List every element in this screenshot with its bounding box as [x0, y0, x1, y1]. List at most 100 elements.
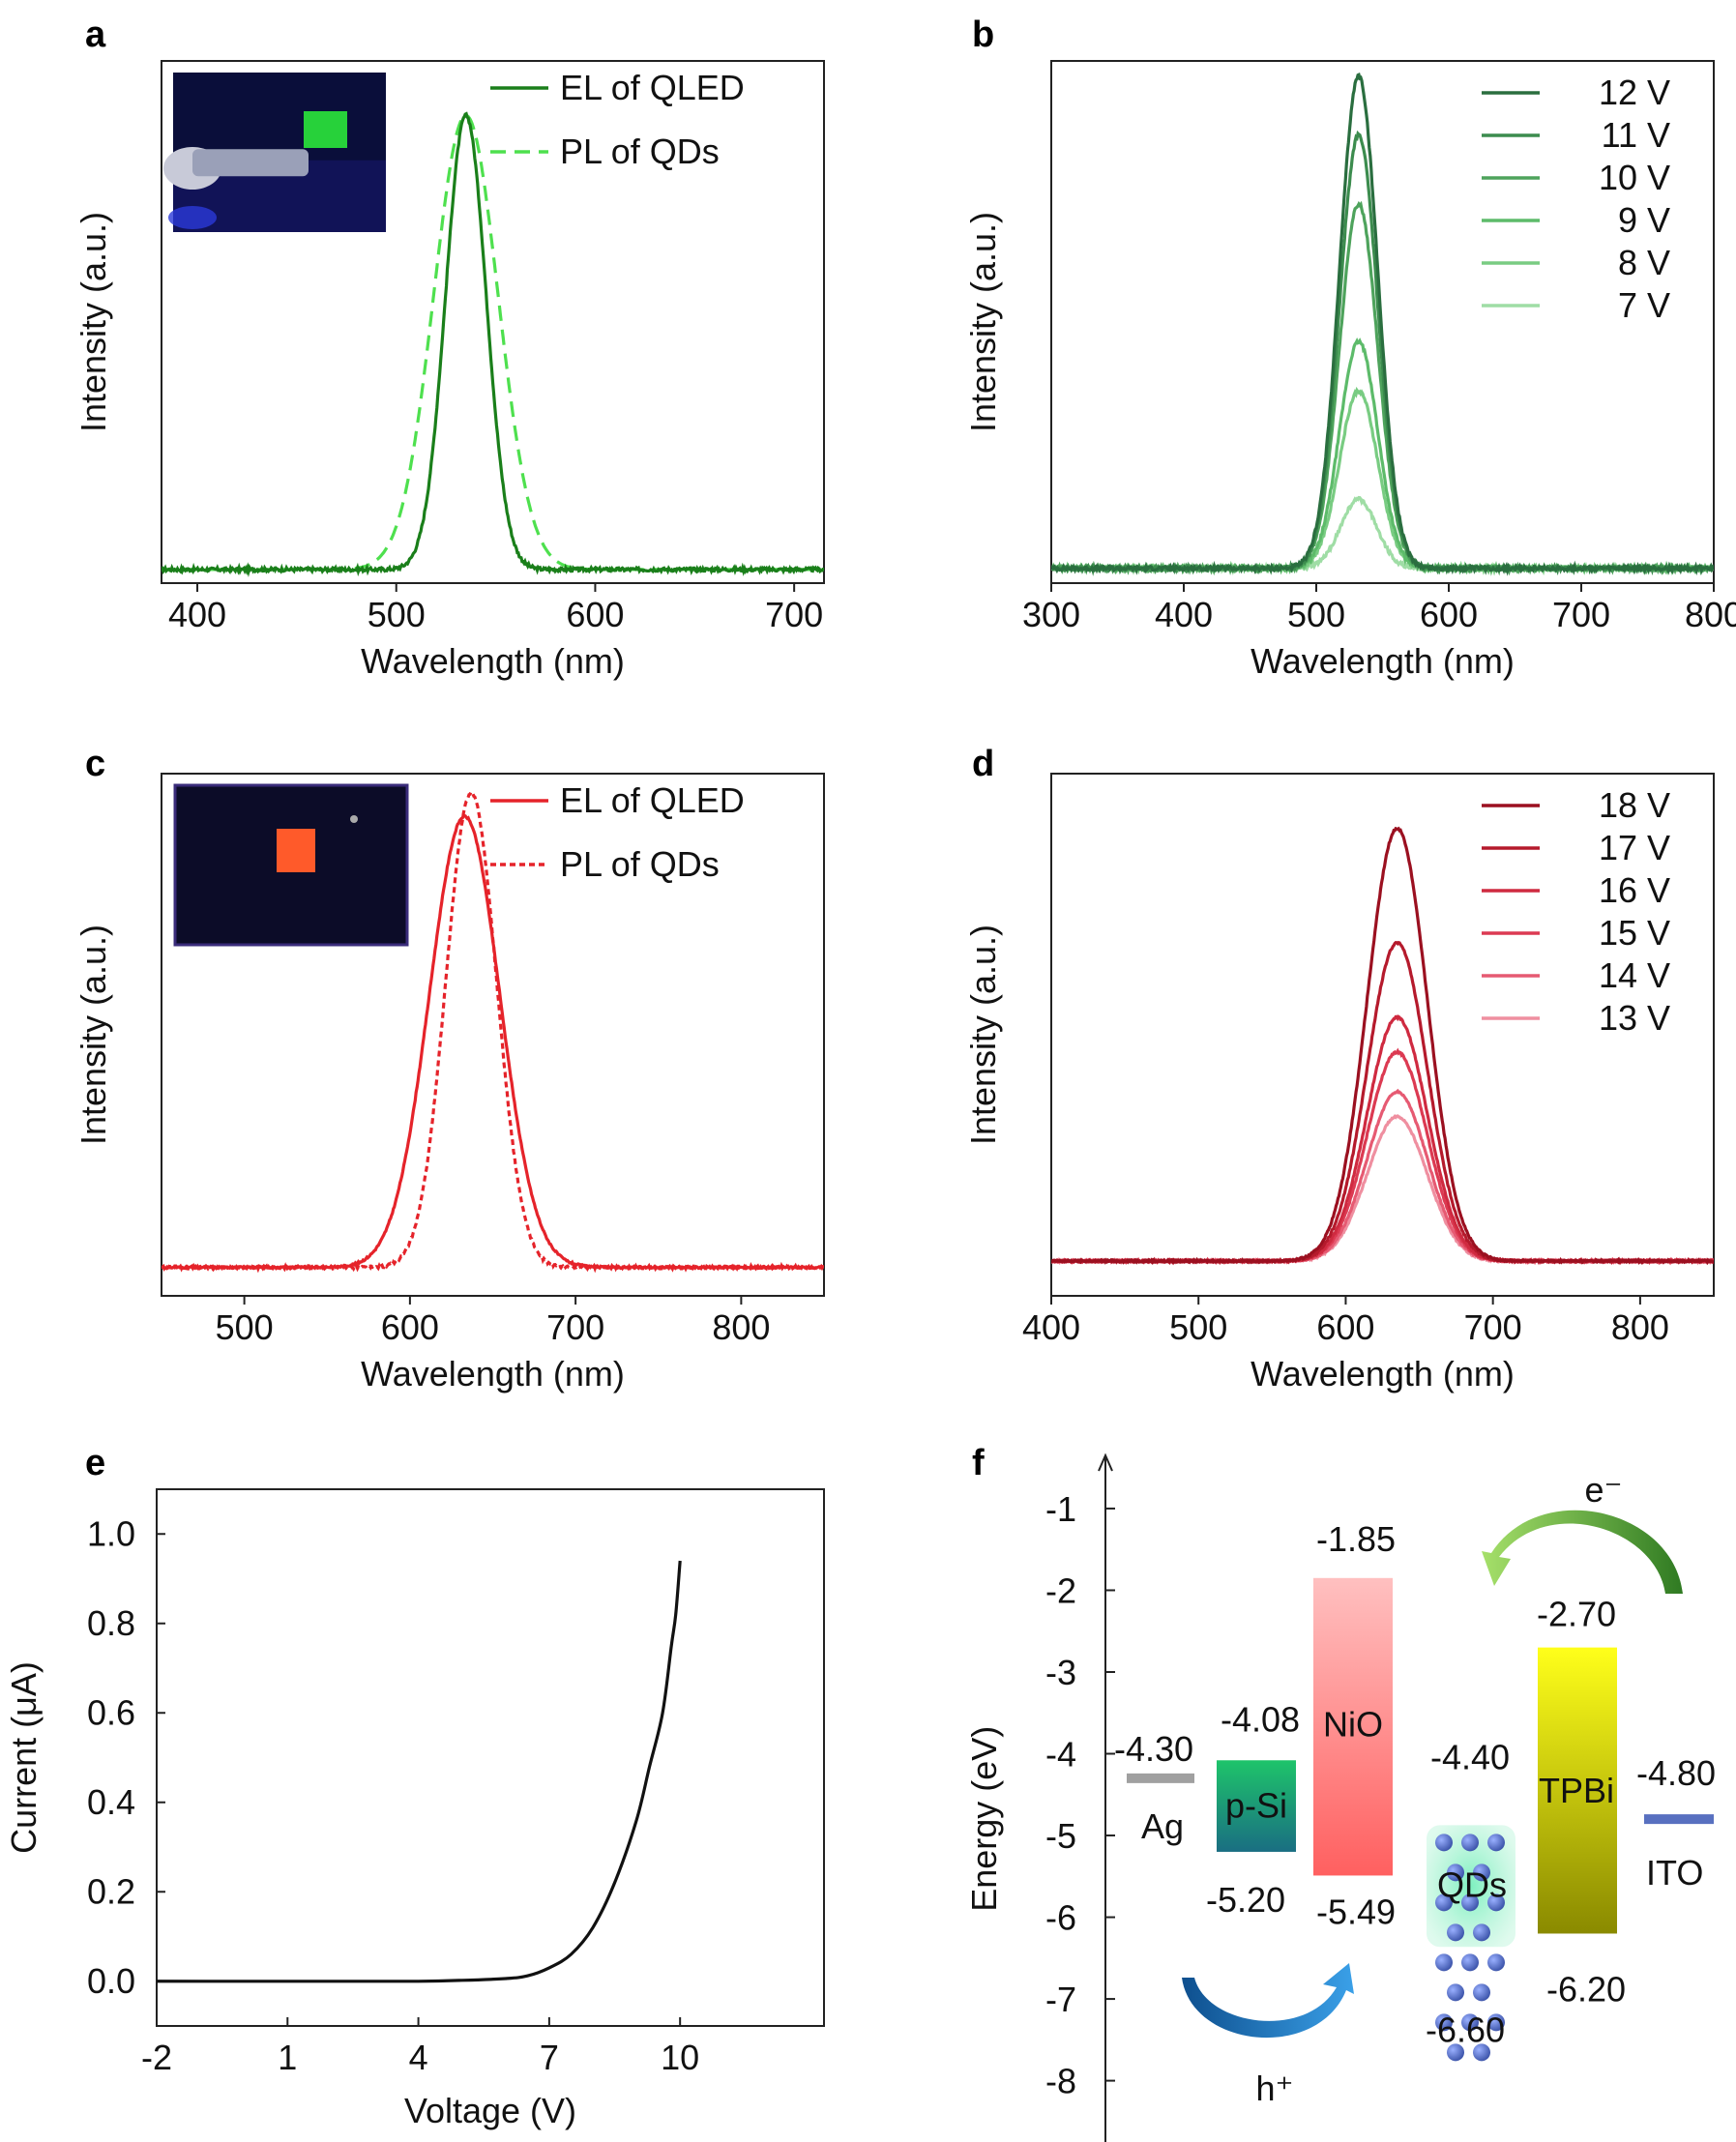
y-tick-label: 0.8 [87, 1603, 135, 1643]
panel-f: f -1 -2 -3 -4 -5 -6 -7 -8 Energy (eV) -4.30 Ag -4.08… [964, 1443, 1716, 2142]
panel-label: e [85, 1443, 105, 1483]
inset-probe-arm [192, 149, 309, 177]
panel-e: e -2 1 4 7 10 0.0 0.2 0.4 0.6 0.8 1.0 Voltage (V) Cur… [4, 1443, 825, 2130]
y-tick-label: -8 [1045, 2062, 1076, 2101]
legend-entry: 15 V [1599, 913, 1670, 953]
hole-label: h⁺ [1255, 2069, 1293, 2108]
inset-glow [277, 829, 315, 872]
tpbi-box [1538, 1647, 1617, 1934]
plot-frame [156, 1488, 825, 2027]
x-tick-label: 800 [712, 1307, 770, 1347]
y-tick-label: -2 [1045, 1570, 1076, 1610]
y-tick-label: 0.6 [87, 1692, 135, 1732]
x-tick-label: 700 [546, 1307, 604, 1347]
legend-entry: EL of QLED [560, 780, 745, 820]
legend-entry: 16 V [1599, 870, 1670, 910]
psi-top-label: -4.08 [1221, 1699, 1300, 1739]
qd-dot [1435, 2013, 1453, 2032]
series-line-13-v [1051, 1114, 1714, 1266]
x-tick-label: 700 [1464, 1307, 1522, 1347]
x-tick-label: 300 [1022, 595, 1080, 634]
panel-label: c [85, 744, 105, 784]
ag-name: Ag [1141, 1806, 1184, 1846]
series-line-14-v [1051, 1088, 1714, 1266]
legend-entry: 12 V [1599, 73, 1670, 112]
y-tick-label: -5 [1045, 1816, 1076, 1856]
inset-glow [304, 111, 347, 148]
legend-entry: 14 V [1599, 955, 1670, 995]
y-tick-label: -1 [1045, 1489, 1076, 1529]
ag-level [1127, 1773, 1194, 1783]
qd-dot [1461, 1953, 1479, 1972]
plot-frame [161, 773, 825, 1297]
x-tick-label: 600 [1316, 1307, 1374, 1347]
qds-name: QDs [1437, 1864, 1507, 1904]
y-tick-label: -7 [1045, 1980, 1076, 2019]
y-tick-label: -6 [1045, 1898, 1076, 1938]
qd-dot [1435, 1953, 1453, 1972]
inset-border [173, 783, 409, 947]
legend-entry: 10 V [1599, 158, 1670, 197]
inset-reflection [168, 206, 217, 229]
legend-entry: 8 V [1618, 243, 1670, 282]
panel-b: b 300 400 500 600 700 800 Wavelength (nm) Intens… [963, 15, 1736, 681]
x-axis-label: Wavelength (nm) [1251, 641, 1515, 681]
qd-dot [1487, 1893, 1505, 1912]
panel-label: a [85, 15, 106, 55]
series-line-iv [156, 1560, 682, 1983]
legend-entry: 18 V [1599, 785, 1670, 825]
x-tick-label: 10 [661, 2038, 699, 2077]
qd-dot [1435, 1893, 1453, 1912]
x-tick-label: 600 [566, 595, 624, 634]
y-axis-label: Intensity (a.u.) [74, 924, 113, 1145]
legend-entry: 13 V [1599, 998, 1670, 1038]
qd-dot [1447, 1923, 1464, 1942]
qd-dot [1461, 2013, 1479, 2032]
x-tick-label: -2 [141, 2038, 172, 2077]
x-axis-label: Wavelength (nm) [1251, 1354, 1515, 1394]
x-tick-label: 7 [540, 2038, 559, 2077]
legend-entry: PL of QDs [560, 132, 720, 171]
legend-entry: 17 V [1599, 828, 1670, 867]
y-axis-label: Intensity (a.u.) [74, 212, 113, 432]
x-tick-label: 400 [1155, 595, 1213, 634]
qd-dot [1447, 1863, 1464, 1882]
series-line-el-of-qled [162, 813, 824, 1272]
psi-box [1217, 1760, 1296, 1852]
y-axis-label: Energy (eV) [964, 1726, 1004, 1912]
qd-dot [1435, 1834, 1453, 1852]
x-tick-label: 400 [168, 595, 226, 634]
qd-dot [1473, 1863, 1490, 1882]
inset-photo [173, 783, 409, 947]
nio-top-label: -1.85 [1316, 1519, 1396, 1559]
x-axis-label: Voltage (V) [404, 2091, 576, 2130]
qds-bottom-label: -6.60 [1426, 2010, 1505, 2049]
x-tick-label: 500 [368, 595, 426, 634]
qds-glow [1427, 1825, 1515, 1948]
legend-entry: EL of QLED [560, 68, 745, 107]
hole-arrow [1182, 1963, 1354, 2039]
x-axis-label: Wavelength (nm) [361, 641, 625, 681]
panel-label: d [972, 744, 994, 784]
y-tick-label: 0.4 [87, 1782, 135, 1822]
psi-bottom-label: -5.20 [1206, 1880, 1285, 1920]
series-line-7-v [1051, 495, 1714, 576]
x-tick-label: 500 [1287, 595, 1345, 634]
y-axis-label: Current (μA) [4, 1661, 44, 1854]
series-line-el-of-qled [162, 111, 824, 577]
x-tick-label: 500 [1169, 1307, 1227, 1347]
x-tick-label: 600 [1420, 595, 1478, 634]
ito-name: ITO [1646, 1853, 1703, 1893]
tpbi-bottom-label: -6.20 [1546, 1969, 1626, 2009]
axis-arrow [1098, 1452, 1113, 1472]
qd-dot [1473, 1983, 1490, 2002]
series-line-15-v [1051, 1047, 1714, 1266]
legend-entry: 11 V [1602, 115, 1670, 155]
x-axis-label: Wavelength (nm) [361, 1354, 625, 1394]
tpbi-top-label: -2.70 [1537, 1595, 1616, 1634]
legend-entry: PL of QDs [560, 844, 720, 884]
electron-label: e⁻ [1584, 1470, 1622, 1510]
qd-dot [1487, 1834, 1505, 1852]
legend-entry: 7 V [1618, 285, 1670, 325]
